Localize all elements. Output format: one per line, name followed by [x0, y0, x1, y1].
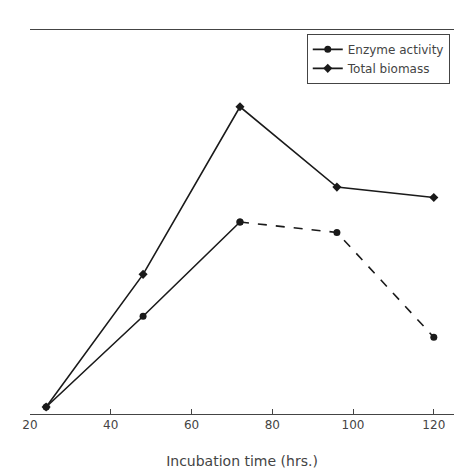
svg-text:20: 20: [22, 418, 37, 432]
svg-text:80: 80: [265, 418, 280, 432]
svg-text:40: 40: [103, 418, 118, 432]
svg-text:Enzyme activity: Enzyme activity: [348, 43, 444, 57]
svg-text:Incubation time (hrs.): Incubation time (hrs.): [166, 453, 318, 469]
svg-text:120: 120: [422, 418, 445, 432]
svg-text:100: 100: [342, 418, 365, 432]
svg-text:60: 60: [184, 418, 199, 432]
svg-text:Total biomass: Total biomass: [347, 62, 430, 76]
